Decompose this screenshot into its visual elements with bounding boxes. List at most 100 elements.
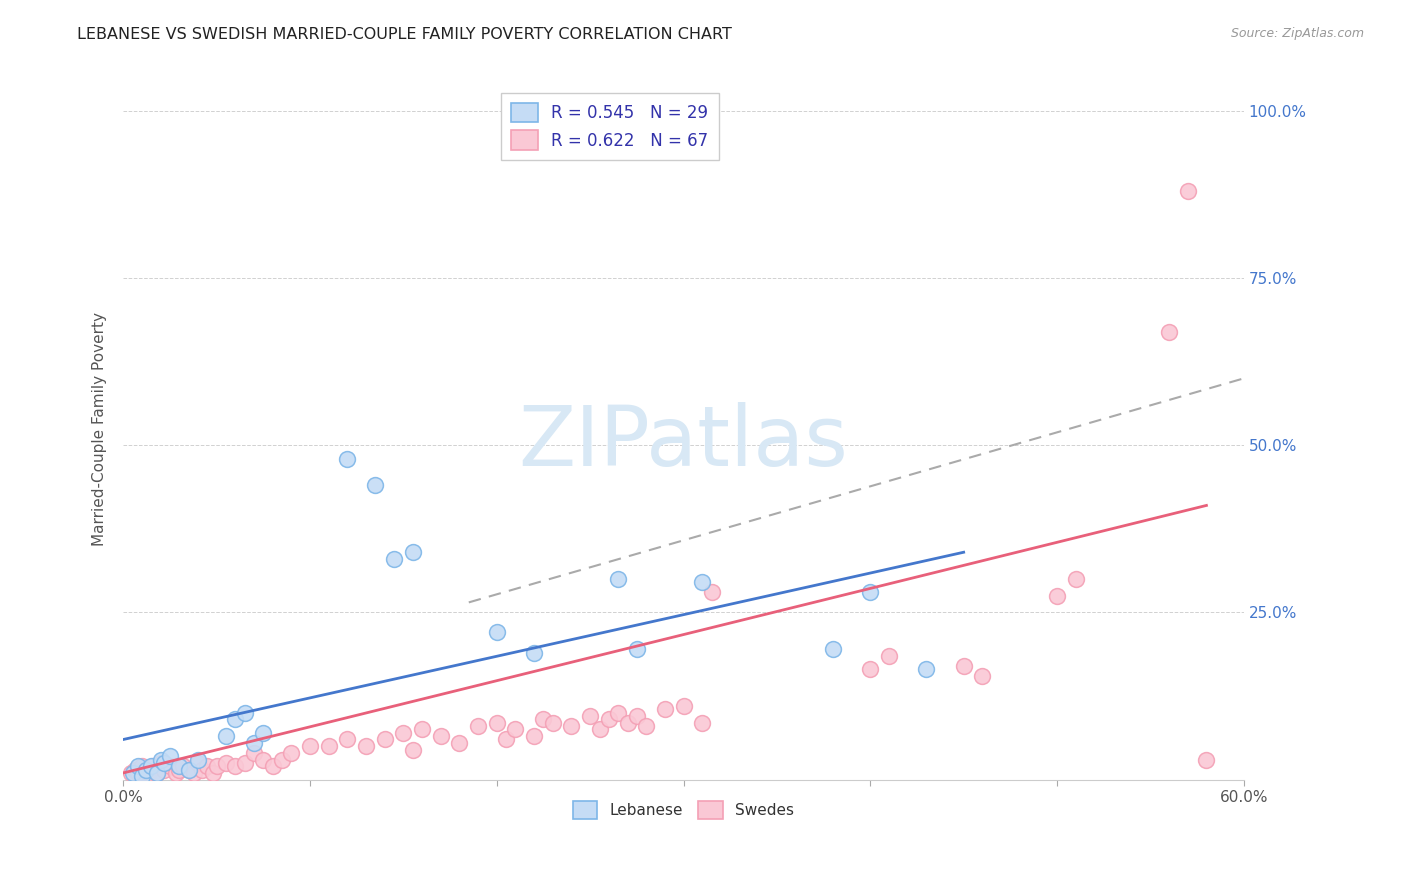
Point [215,729,238,743]
Point [485,715,508,730]
Point [523,646,546,660]
Point [336,732,359,747]
Point [626,642,648,657]
Point [177,763,200,777]
Point [700,585,723,599]
Point [172,759,194,773]
Point [1195,753,1218,767]
Point [142,759,165,773]
Point [121,766,143,780]
Point [588,723,610,737]
Point [411,723,433,737]
Point [374,732,396,747]
Point [127,759,149,773]
Point [165,766,187,780]
Point [859,662,882,676]
Point [120,766,142,780]
Point [1064,572,1087,586]
Point [859,585,882,599]
Point [146,766,169,780]
Point [135,763,157,777]
Point [636,719,658,733]
Point [299,739,322,754]
Text: LEBANESE VS SWEDISH MARRIED-COUPLE FAMILY POVERTY CORRELATION CHART: LEBANESE VS SWEDISH MARRIED-COUPLE FAMIL… [77,27,733,42]
Point [169,763,191,777]
Point [560,719,582,733]
Point [541,715,564,730]
Point [1177,184,1199,198]
Point [915,662,938,676]
Point [1046,589,1069,603]
Point [243,746,266,760]
Point [354,739,377,754]
Point [146,766,169,780]
Point [449,736,471,750]
Point [201,766,224,780]
Point [429,729,451,743]
Point [224,713,246,727]
Point [402,742,425,756]
Point [626,709,648,723]
Point [169,759,191,773]
Y-axis label: Married-Couple Family Poverty: Married-Couple Family Poverty [93,311,107,546]
Point [523,729,546,743]
Point [280,746,302,760]
Point [318,739,340,754]
Point [135,763,157,777]
Point [533,713,555,727]
Point [187,756,209,770]
Point [190,763,212,777]
Point [690,575,713,590]
Point [124,763,146,777]
Point [952,659,974,673]
Point [177,763,200,777]
Point [607,706,630,720]
Text: ZIPatlas: ZIPatlas [519,402,848,483]
Point [672,699,695,714]
Point [149,753,172,767]
Point [495,732,517,747]
Point [972,669,994,683]
Point [131,769,153,783]
Point [392,726,415,740]
Point [598,713,620,727]
Point [243,736,266,750]
Point [336,451,359,466]
Point [159,749,181,764]
Point [485,625,508,640]
Point [149,756,172,770]
Point [821,642,844,657]
Point [131,759,153,773]
Point [153,756,176,770]
Point [382,552,405,566]
Point [877,648,900,663]
Point [262,759,284,773]
Point [1157,325,1180,339]
Text: Source: ZipAtlas.com: Source: ZipAtlas.com [1230,27,1364,40]
Legend: Lebanese, Swedes: Lebanese, Swedes [567,795,800,824]
Point [252,753,274,767]
Point [153,763,176,777]
Point [690,715,713,730]
Point [271,753,294,767]
Point [187,753,209,767]
Point [579,709,602,723]
Point [183,766,205,780]
Point [215,756,238,770]
Point [205,759,228,773]
Point [467,719,489,733]
Point [505,723,527,737]
Point [224,759,246,773]
Point [195,759,218,773]
Point [616,715,638,730]
Point [402,545,425,559]
Point [233,706,256,720]
Point [364,478,387,492]
Point [252,726,274,740]
Point [159,759,181,773]
Point [607,572,630,586]
Point [138,766,160,780]
Point [233,756,256,770]
Point [127,766,149,780]
Point [141,759,163,773]
